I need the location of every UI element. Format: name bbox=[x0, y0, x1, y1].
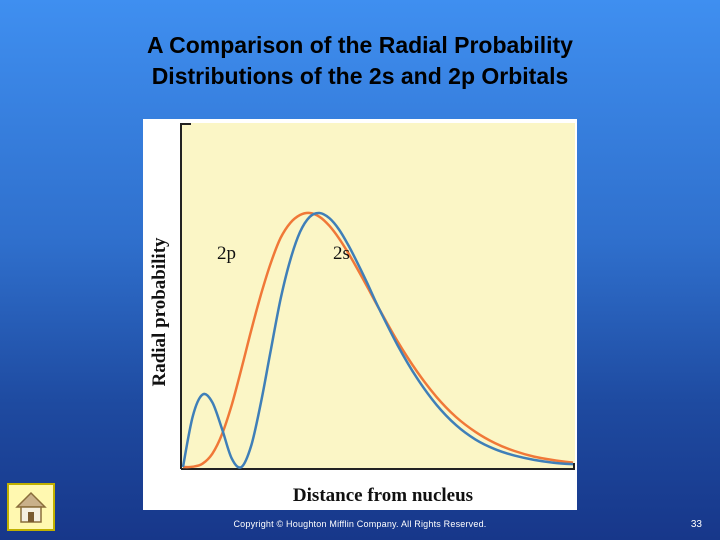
title-line-2: Distributions of the 2s and 2p Orbitals bbox=[151, 63, 569, 89]
series-line-2s bbox=[181, 211, 574, 469]
series-label-2s: 2s bbox=[333, 243, 350, 264]
plot-background bbox=[181, 123, 575, 469]
title-line-1: A Comparison of the Radial Probability bbox=[147, 32, 573, 58]
page-number: 33 bbox=[690, 519, 702, 530]
home-icon bbox=[15, 491, 47, 523]
chart-figure: 2p 2s Distance from nucleus Radial proba… bbox=[143, 119, 577, 510]
y-axis-label: Radial probability bbox=[149, 237, 170, 387]
x-axis-label: Distance from nucleus bbox=[293, 485, 473, 506]
home-button[interactable] bbox=[7, 483, 55, 531]
radial-probability-chart: 2p 2s Distance from nucleus Radial proba… bbox=[149, 123, 575, 506]
slide-title: A Comparison of the Radial Probability D… bbox=[0, 30, 720, 92]
series-label-2p: 2p bbox=[217, 243, 236, 264]
copyright-notice: Copyright © Houghton Mifflin Company. Al… bbox=[233, 519, 487, 529]
series-line-2p bbox=[182, 211, 574, 469]
